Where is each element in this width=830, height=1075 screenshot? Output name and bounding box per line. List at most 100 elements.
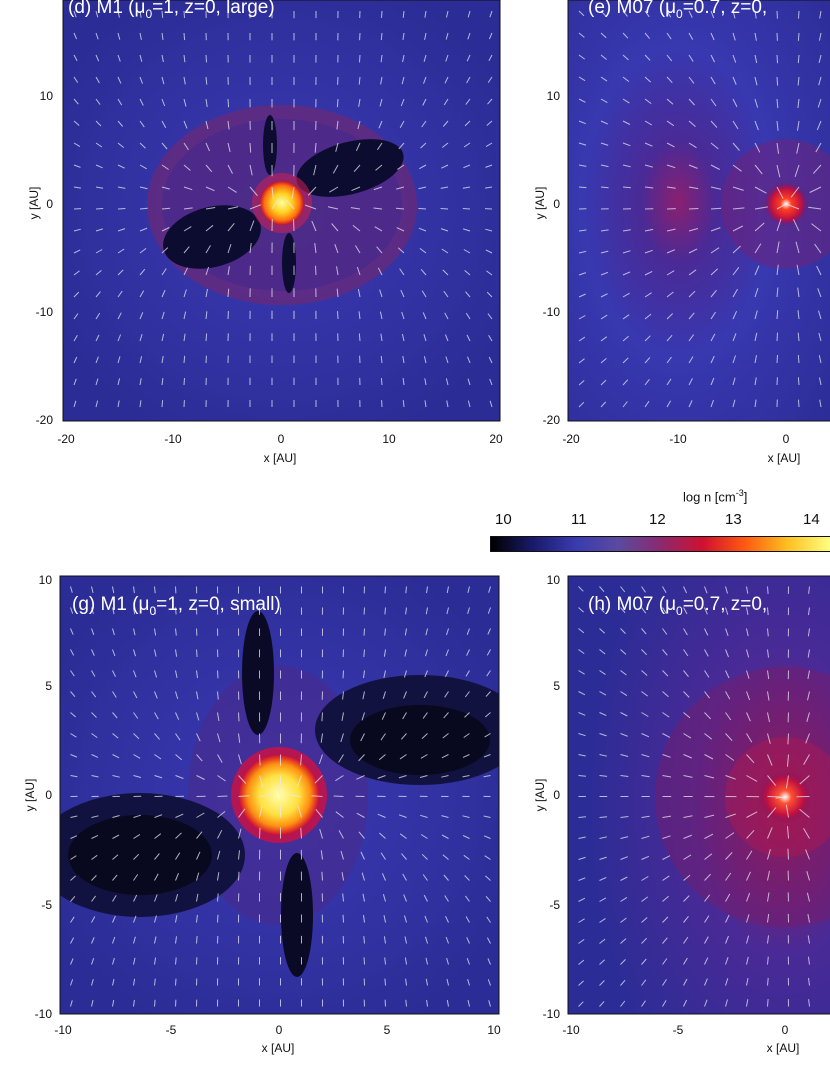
velocity-arrow [666, 54, 673, 62]
velocity-arrow [133, 874, 139, 881]
velocity-arrow [641, 896, 649, 902]
velocity-arrow [725, 607, 729, 615]
velocity-arrow [405, 586, 407, 594]
velocity-arrow [710, 98, 717, 107]
velocity-arrow [112, 712, 118, 719]
velocity-arrow [196, 775, 205, 780]
panel-h: (h) M07 (μ0=0.7, z=0, 10 5 0 -5 -10 -10 … [520, 570, 830, 1075]
x-tick-label: 0 [276, 1023, 283, 1037]
velocity-arrow [710, 247, 720, 254]
velocity-arrow [746, 811, 758, 818]
panel-e-title: (e) M07 (μ0=0.7, z=0, [588, 0, 767, 21]
velocity-arrow [205, 224, 214, 232]
velocity-arrow [466, 958, 470, 965]
velocity-arrow [767, 628, 769, 637]
velocity-arrow [133, 853, 140, 860]
velocity-arrow [641, 815, 650, 818]
velocity-arrow [318, 754, 323, 765]
velocity-arrow [662, 712, 670, 718]
velocity-arrow [641, 607, 647, 614]
velocity-arrow [445, 915, 449, 923]
velocity-arrow [73, 32, 78, 40]
velocity-arrow [336, 266, 339, 276]
velocity-arrow [227, 186, 237, 193]
velocity-arrow [421, 120, 427, 128]
velocity-arrow [238, 733, 241, 743]
velocity-arrow [620, 733, 628, 737]
velocity-arrow [205, 207, 216, 210]
velocity-arrow [205, 76, 208, 85]
velocity-arrow [732, 310, 738, 320]
velocity-arrow [342, 670, 344, 679]
velocity-arrow [112, 670, 116, 678]
velocity-arrow [353, 164, 361, 173]
velocity-arrow [91, 628, 95, 635]
velocity-arrow [402, 378, 405, 386]
velocity-arrow [443, 712, 449, 719]
velocity-arrow [807, 670, 810, 679]
velocity-arrow [704, 775, 715, 779]
velocity-arrow [732, 288, 738, 298]
velocity-arrow [117, 248, 125, 254]
velocity-arrow [754, 120, 759, 131]
velocity-arrow [746, 978, 749, 986]
velocity-arrow [401, 76, 405, 85]
velocity-arrow [600, 314, 608, 320]
velocity-arrow [154, 978, 156, 986]
velocity-arrow [423, 76, 427, 84]
velocity-arrow [139, 164, 147, 170]
velocity-arrow [704, 853, 713, 860]
velocity-arrow [483, 754, 491, 758]
velocity-arrow [725, 586, 728, 594]
velocity-arrow [746, 586, 749, 594]
velocity-arrow [73, 378, 77, 386]
velocity-arrow [794, 164, 800, 177]
velocity-arrow [466, 76, 471, 84]
velocity-arrow [641, 649, 648, 656]
velocity-arrow [70, 712, 77, 718]
panel-e-velocity-arrows [578, 10, 822, 408]
velocity-arrow [578, 856, 586, 860]
velocity-arrow [620, 649, 627, 655]
velocity-arrow [73, 98, 79, 105]
velocity-arrow [183, 311, 187, 320]
velocity-arrow [754, 10, 757, 19]
velocity-arrow [683, 957, 688, 965]
velocity-arrow [404, 628, 407, 636]
velocity-arrow [725, 733, 733, 741]
velocity-arrow [641, 670, 648, 676]
velocity-arrow [725, 691, 731, 700]
velocity-arrow [139, 334, 143, 342]
velocity-arrow [154, 936, 157, 944]
velocity-arrow [419, 775, 428, 778]
velocity-arrow [139, 10, 142, 18]
velocity-arrow [683, 628, 688, 636]
velocity-arrow [338, 830, 344, 839]
velocity-arrow [338, 754, 344, 763]
velocity-arrow [644, 76, 652, 83]
velocity-arrow [622, 186, 631, 189]
panel-d-core [260, 181, 304, 225]
velocity-arrow [485, 895, 491, 902]
velocity-arrow [161, 10, 164, 18]
velocity-arrow [314, 142, 317, 153]
velocity-arrow [161, 207, 171, 210]
velocity-arrow [710, 142, 719, 150]
velocity-arrow [599, 628, 606, 634]
velocity-arrow [112, 628, 115, 636]
velocity-arrow [688, 356, 694, 364]
y-tick-label: -20 [36, 413, 54, 427]
velocity-arrow [485, 249, 493, 254]
velocity-arrow [662, 733, 671, 738]
velocity-arrow [133, 670, 137, 678]
velocity-arrow [620, 712, 628, 717]
velocity-arrow [725, 832, 735, 839]
velocity-arrow [463, 854, 470, 860]
velocity-arrow [420, 268, 427, 276]
velocity-arrow [776, 218, 782, 232]
velocity-arrow [196, 831, 203, 839]
velocity-arrow [399, 833, 407, 839]
velocity-arrow [704, 649, 709, 657]
velocity-arrow [641, 855, 650, 860]
panel-d-xticks: -20 -10 0 10 20 [57, 432, 503, 446]
